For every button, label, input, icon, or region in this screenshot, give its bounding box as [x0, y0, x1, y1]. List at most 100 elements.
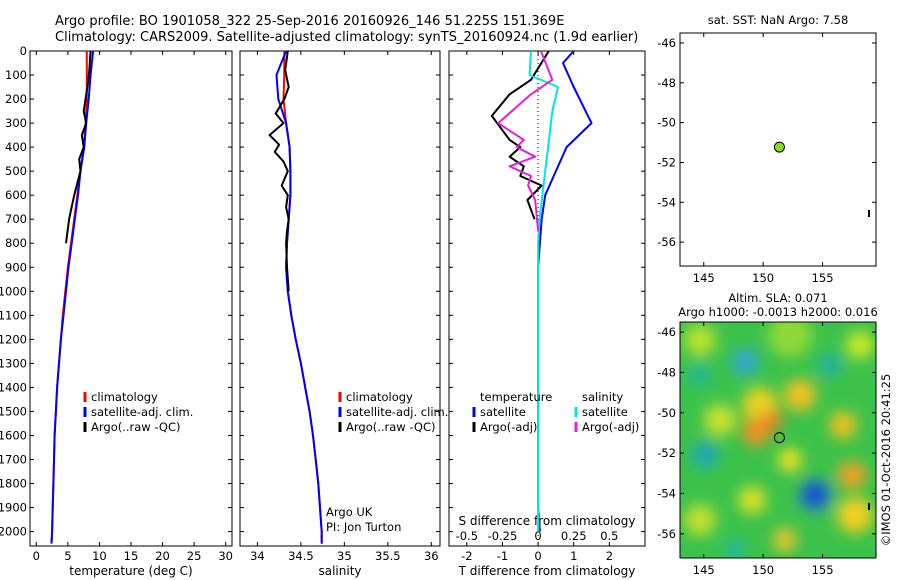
sdiff-axis-label: S difference from climatology — [459, 514, 636, 528]
difference-panel-series-salinity-satellite — [528, 50, 559, 532]
depth-tick-label: 800 — [5, 236, 27, 250]
diff-legend-sal-label: Argo(-adj) — [582, 420, 639, 434]
sla-heatmap-blob — [704, 404, 736, 436]
sdiff-tick-label: -0.5 — [456, 529, 478, 543]
depth-tick-label: 1000 — [0, 284, 27, 298]
difference-panel-series-temperature-argo-adj- — [490, 50, 550, 220]
temperature-panel-xtick-label: 30 — [218, 549, 233, 563]
sla-map-ytick-label: -50 — [657, 406, 676, 420]
sla-map-xtick-label: 150 — [752, 563, 774, 577]
salinity-panel-xtick-label: 34.5 — [288, 549, 314, 563]
sla-heatmap-blob — [784, 379, 816, 411]
sla-heatmap-blob — [768, 322, 812, 357]
sla-map-title-line2: Argo h1000: -0.0013 h2000: 0.016 — [678, 305, 878, 319]
sla-map-xtick-label: 155 — [812, 563, 834, 577]
sla-map-title-line1: Altim. SLA: 0.071 — [728, 291, 827, 305]
sdiff-tick-label: 0 — [534, 529, 541, 543]
temperature-legend-label: Argo(..raw -QC) — [91, 420, 181, 434]
sst-map-ytick-label: -50 — [657, 116, 676, 130]
temperature-panel-series-argo-raw-qc- — [65, 50, 92, 244]
salinity-panel-xtick-label: 36 — [424, 549, 439, 563]
sla-map-ytick-label: -48 — [657, 365, 676, 379]
sla-heatmap-blobs — [684, 322, 874, 558]
depth-tick-label: 1100 — [0, 308, 27, 322]
temperature-panel-xtick-label: 0 — [33, 549, 40, 563]
temperature-legend-label: satellite-adj. clim. — [91, 405, 193, 419]
depth-tick-label: 500 — [5, 164, 27, 178]
temperature-panel-xtick-label: 20 — [155, 549, 170, 563]
sdiff-tick-label: -0.25 — [488, 529, 518, 543]
salinity-panel-xtick-label: 34 — [250, 549, 265, 563]
diff-legend-sal-label: satellite — [582, 405, 628, 419]
salinity-legend-label: climatology — [346, 390, 413, 404]
depth-tick-label: 1800 — [0, 477, 27, 491]
sla-heatmap-blob — [778, 448, 802, 472]
difference-panel-xtick-label: -1 — [497, 549, 508, 563]
diff-legend-header: temperature — [480, 390, 552, 404]
difference-panel-series-salinity-argo-adj- — [497, 50, 554, 232]
sla-heatmap-blob — [684, 324, 716, 356]
argo-position-marker — [773, 432, 785, 444]
salinity-panel-xtick-label: 35.5 — [375, 549, 401, 563]
diff-legend-temp-label: satellite — [480, 405, 526, 419]
sst-map-ytick-label: -52 — [657, 155, 676, 169]
salinity-panel-frame — [239, 50, 441, 547]
depth-tick-label: 900 — [5, 260, 27, 274]
sst-map-ytick-label: -54 — [657, 195, 676, 209]
temperature-panel-xtick-label: 5 — [64, 549, 71, 563]
sla-heatmap-blob — [846, 331, 874, 359]
depth-tick-label: 700 — [5, 212, 27, 226]
salinity-panel-series-argo-raw-qc- — [268, 50, 290, 292]
difference-panel-frame — [448, 50, 646, 547]
sst-map-ytick-label: -48 — [657, 76, 676, 90]
sla-heatmap-blob — [762, 410, 782, 430]
difference-panel-xtick-label: 0 — [534, 549, 541, 563]
sla-heatmap-blob — [837, 497, 873, 533]
sla-heatmap-blob — [773, 528, 797, 552]
sla-map-ytick-label: -46 — [657, 325, 676, 339]
depth-tick-label: 400 — [5, 140, 27, 154]
temperature-legend-label: climatology — [91, 390, 158, 404]
sla-map-ytick-label: -52 — [657, 446, 676, 460]
salinity-panel-xlabel: salinity — [318, 564, 361, 578]
temperature-panel-xtick-label: 15 — [124, 549, 139, 563]
sla-heatmap-blob — [807, 487, 823, 503]
salinity-legend-label: Argo(..raw -QC) — [346, 420, 436, 434]
depth-tick-label: 1600 — [0, 428, 27, 442]
difference-panel-xtick-label: -2 — [461, 549, 472, 563]
depth-tick-label: 300 — [5, 116, 27, 130]
sla-heatmap-blob — [691, 441, 719, 469]
sla-heatmap-blob — [838, 461, 866, 489]
temperature-panel-xtick-label: 10 — [92, 549, 107, 563]
float-pi-note: PI: Jon Turton — [326, 520, 401, 534]
sla-heatmap-blob — [725, 540, 745, 558]
depth-tick-label: 200 — [5, 92, 27, 106]
float-owner-note: Argo UK — [326, 505, 373, 519]
depth-tick-label: 0 — [20, 44, 27, 58]
sst-map-ytick-label: -46 — [657, 36, 676, 50]
figure-title-line1: Argo profile: BO 1901058_322 25-Sep-2016… — [55, 14, 565, 29]
sla-heatmap-blob — [738, 486, 766, 514]
sdiff-tick-label: 0.25 — [561, 529, 587, 543]
depth-tick-label: 600 — [5, 188, 27, 202]
imos-credit: ©IMOS 01-Oct-2016 20:41:25 — [879, 374, 893, 547]
salinity-legend-label: satellite-adj. clim. — [346, 405, 448, 419]
sst-map-title: sat. SST: NaN Argo: 7.58 — [708, 13, 849, 27]
sst-map-xtick-label: 145 — [693, 271, 715, 285]
sla-heatmap-field — [680, 322, 876, 558]
depth-tick-label: 1300 — [0, 356, 27, 370]
difference-panel-xtick-label: 1 — [570, 549, 577, 563]
depth-tick-label: 1700 — [0, 452, 27, 466]
sla-map-ytick-label: -54 — [657, 486, 676, 500]
difference-panel-xtick-label: 2 — [606, 549, 613, 563]
sla-heatmap-blob — [818, 353, 842, 377]
depth-tick-label: 2000 — [0, 525, 27, 539]
diff-legend-header: salinity — [582, 390, 623, 404]
depth-tick-label: 1500 — [0, 404, 27, 418]
salinity-panel-xtick-label: 35 — [337, 549, 352, 563]
sla-heatmap-blob — [731, 348, 759, 376]
depth-tick-label: 1900 — [0, 501, 27, 515]
temperature-panel-series-satellite-adj-clim- — [50, 50, 95, 544]
sst-map-xtick-label: 150 — [752, 271, 774, 285]
